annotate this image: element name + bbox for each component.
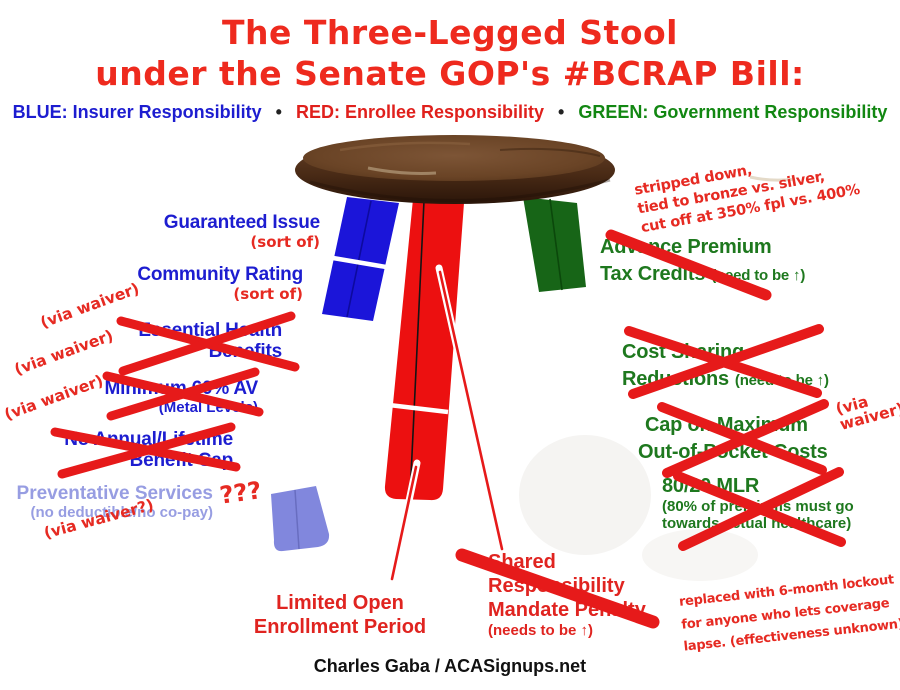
label-community-rating: Community Rating (sort of) [85,264,303,304]
callout-line-mandate [438,270,504,551]
stool-leg-red [384,199,464,501]
note-needs-to-be-up: (needs to be ↑) [488,622,594,639]
label-cost-sharing-reductions: Cost Sharing Reductions (need to be ↑) [622,341,829,390]
callout-lines [390,264,504,581]
note-sort-of: (sort of) [233,285,303,303]
legend: BLUE: Insurer Responsibility • RED: Enro… [0,102,900,123]
note-mandate-replaced: replaced with 6-month lockout for anyone… [678,572,900,655]
page-title: The Three-Legged Stool under the Senate … [0,12,900,94]
label-oop-cap: Cap on Maximum Out-of-Pocket Costs [638,414,828,463]
callout-line-open-enrollment [390,465,418,581]
label-preventative-services: Preventative Services (no deductible/no … [16,483,213,521]
credit-line: Charles Gaba / ACASignups.net [313,656,587,676]
legend-blue: BLUE: Insurer Responsibility [12,102,262,122]
stool-leg-blue [322,197,399,321]
label-open-enrollment: Limited Open Enrollment Period [253,592,427,638]
title-line1: The Three-Legged Stool [222,13,678,52]
label-mandate-penalty: Shared Responsibility Mandate Penalty (n… [488,551,646,639]
stool-leg-green [523,197,586,292]
note-via-waiver-oop: (via waiver) [833,392,900,434]
note-need-to-be-up: (need to be ↑) [711,267,806,284]
legend-separator: • [558,102,565,122]
label-mlr: 80/20 MLR (80% of premiums must go towar… [662,475,854,532]
legend-separator: • [275,102,282,122]
stool-leg-fragment-lavender [271,486,330,552]
label-guaranteed-issue: Guaranteed Issue (sort of) [100,212,320,252]
photo-shadow [642,529,758,581]
legend-green: GREEN: Government Responsibility [578,102,888,122]
label-advance-premium-tax-credits: Advance Premium Tax Credits (need to be ↑… [600,236,806,285]
note-aptc-stripped-down: stripped down, tied to bronze vs. silver… [633,162,862,237]
photo-shadow [519,435,651,555]
note-sort-of: (sort of) [250,233,320,251]
note-need-to-be-up: (need to be ↑) [734,372,829,389]
note-question-marks: ??? [218,476,264,510]
title-line2: under the Senate GOP's #BCRAP Bill: [95,54,805,93]
label-benefit-cap: No Annual/Lifetime Benefit Cap [64,429,233,471]
legend-red: RED: Enrollee Responsibility [295,102,545,122]
